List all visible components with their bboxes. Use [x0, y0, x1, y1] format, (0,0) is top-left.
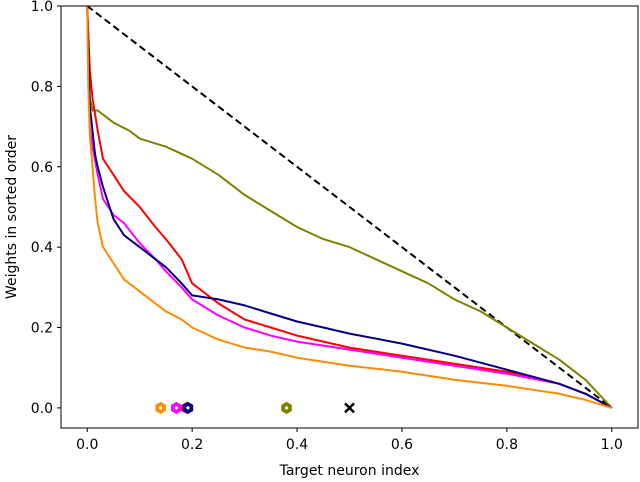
y-tick-label: 1.0: [31, 0, 53, 15]
y-axis-label: Weights in sorted order: [4, 135, 20, 299]
series-line-2: [86, 5, 613, 409]
axes-frame: [60, 5, 639, 429]
y-tick-label: 0.6: [31, 160, 53, 176]
y-axis-ticks: 0.0 0.2 0.4 0.6 0.8 1.0: [31, 0, 61, 417]
marker-center-0: [159, 406, 163, 410]
marker-center-1: [174, 406, 178, 410]
x-tick-label: 0.4: [286, 437, 308, 453]
x-tick-label: 0.6: [391, 437, 413, 453]
series-line-5: [86, 5, 613, 409]
x-tick-label: 0.8: [496, 437, 518, 453]
y-tick-label: 0.2: [31, 321, 53, 337]
series-line-1: [86, 5, 613, 409]
series-line-4: [86, 5, 613, 409]
series-line-0: [86, 5, 613, 409]
marker-center-3: [186, 406, 190, 410]
x-tick-label: 1.0: [601, 437, 623, 453]
y-tick-label: 0.0: [31, 401, 53, 417]
x-axis-label: Target neuron index: [279, 463, 420, 479]
marker-center-4: [284, 406, 289, 410]
x-marker-5: [344, 402, 355, 414]
series-line-3: [86, 5, 613, 409]
x-tick-label: 0.0: [76, 437, 98, 453]
y-tick-label: 0.8: [31, 79, 53, 95]
plot-area: [86, 5, 613, 414]
x-axis-ticks: 0.0 0.2 0.4 0.6 0.8 1.0: [76, 428, 623, 453]
x-tick-label: 0.2: [181, 437, 203, 453]
y-tick-label: 0.4: [31, 240, 53, 256]
